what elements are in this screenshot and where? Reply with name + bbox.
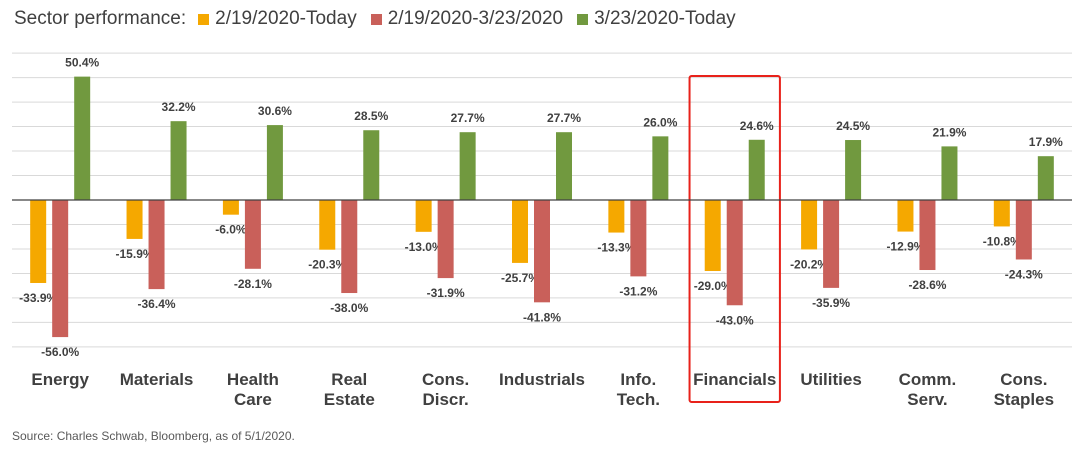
data-label-1-10: -10.8% <box>983 234 1021 248</box>
data-label-1-3: -20.3% <box>308 258 346 272</box>
data-label-2-0: -56.0% <box>41 345 79 359</box>
bar-1-3 <box>319 200 336 250</box>
bar-3-10 <box>1037 156 1054 200</box>
bar-2-3 <box>341 200 358 294</box>
data-label-3-9: 21.9% <box>932 125 966 139</box>
bar-1-1 <box>126 200 143 239</box>
data-label-2-9: -28.6% <box>908 278 946 292</box>
bar-chart: -33.9% -56.0% 50.4% Energy -15.9% -36.4% 32.2%… <box>12 52 1072 409</box>
legend-swatch-series-3 <box>577 13 589 25</box>
bar-1-0 <box>30 200 47 283</box>
data-label-3-8: 24.5% <box>836 119 870 133</box>
bar-2-7 <box>726 200 743 306</box>
category-label-3-0: Real <box>331 370 367 389</box>
bar-2-0 <box>52 200 69 338</box>
data-label-3-0: 50.4% <box>65 56 99 70</box>
bar-3-4 <box>459 132 476 200</box>
data-label-2-1: -36.4% <box>138 297 176 311</box>
category-label-2-1: Care <box>234 390 272 409</box>
bar-1-2 <box>222 200 239 215</box>
category-label-4-0: Cons. <box>422 370 469 389</box>
bar-2-4 <box>437 200 454 279</box>
data-label-2-8: -35.9% <box>812 296 850 310</box>
legend-label-series-3: 3/23/2020-Today <box>594 8 736 29</box>
bar-1-9 <box>897 200 914 232</box>
bar-3-1 <box>170 121 187 200</box>
data-label-2-7: -43.0% <box>716 313 754 327</box>
data-label-2-5: -41.8% <box>523 310 561 324</box>
bar-3-8 <box>845 140 862 200</box>
bar-2-2 <box>244 200 261 269</box>
bar-1-10 <box>993 200 1010 227</box>
category-label-7-0: Financials <box>693 370 776 389</box>
bar-1-6 <box>608 200 625 233</box>
bar-3-2 <box>266 125 283 200</box>
bar-1-8 <box>801 200 818 250</box>
data-label-1-0: -33.9% <box>19 291 57 305</box>
category-label-10-1: Staples <box>994 390 1054 409</box>
bar-2-6 <box>630 200 647 277</box>
category-label-9-0: Comm. <box>899 370 957 389</box>
data-label-3-4: 27.7% <box>451 111 485 125</box>
chart-legend: Sector performance: 2/19/2020-Today 2/19… <box>14 6 750 32</box>
data-label-3-5: 27.7% <box>547 111 581 125</box>
category-label-2-0: Health <box>227 370 279 389</box>
data-label-1-9: -12.9% <box>886 240 924 254</box>
data-label-1-1: -15.9% <box>116 247 154 261</box>
category-label-1-0: Materials <box>120 370 194 389</box>
bar-2-1 <box>148 200 165 290</box>
bar-2-10 <box>1015 200 1032 260</box>
category-label-0-0: Energy <box>31 370 89 389</box>
chart-title: Sector performance: <box>14 8 187 29</box>
data-label-3-6: 26.0% <box>643 115 677 129</box>
category-label-4-1: Discr. <box>422 390 468 409</box>
category-label-9-1: Serv. <box>907 390 947 409</box>
data-label-1-7: -29.0% <box>694 279 732 293</box>
data-label-2-3: -38.0% <box>330 301 368 315</box>
legend-label-series-1: 2/19/2020-Today <box>215 8 357 29</box>
bar-3-5 <box>556 132 572 200</box>
bar-3-7 <box>748 139 765 200</box>
bar-3-0 <box>74 76 91 200</box>
data-label-3-7: 24.6% <box>740 119 774 133</box>
bar-1-7 <box>704 200 721 271</box>
legend-item-series-3: 3/23/2020-Today <box>577 8 736 30</box>
data-label-2-6: -31.2% <box>619 284 657 298</box>
data-label-3-10: 17.9% <box>1029 135 1063 149</box>
legend-swatch-series-2 <box>370 13 382 25</box>
legend-item-series-2: 2/19/2020-3/23/2020 <box>370 8 564 30</box>
data-label-2-10: -24.3% <box>1005 267 1043 281</box>
legend-swatch-series-1 <box>198 13 210 25</box>
category-label-6-1: Tech. <box>617 390 660 409</box>
bar-2-9 <box>919 200 936 271</box>
bar-2-5 <box>534 200 550 303</box>
data-label-3-3: 28.5% <box>354 109 388 123</box>
category-label-3-1: Estate <box>324 390 375 409</box>
category-label-5-0: Industrials <box>499 370 585 389</box>
source-note: Source: Charles Schwab, Bloomberg, as of… <box>12 429 295 443</box>
category-label-6-0: Info. <box>620 370 656 389</box>
data-label-1-6: -13.3% <box>597 241 635 255</box>
data-label-2-2: -28.1% <box>234 277 272 291</box>
bar-2-8 <box>823 200 840 288</box>
bar-1-5 <box>512 200 528 263</box>
data-label-1-8: -20.2% <box>790 257 828 271</box>
legend-item-series-1: 2/19/2020-Today <box>198 8 357 30</box>
category-label-8-0: Utilities <box>800 370 861 389</box>
data-label-3-2: 30.6% <box>258 104 292 118</box>
bar-1-4 <box>415 200 432 232</box>
data-label-1-2: -6.0% <box>215 223 247 237</box>
data-label-1-4: -13.0% <box>405 240 443 254</box>
data-label-1-5: -25.7% <box>501 271 539 285</box>
legend-label-series-2: 2/19/2020-3/23/2020 <box>387 8 564 29</box>
bar-3-6 <box>652 136 669 200</box>
category-label-10-0: Cons. <box>1000 370 1047 389</box>
data-label-3-1: 32.2% <box>162 100 196 114</box>
data-label-2-4: -31.9% <box>427 286 465 300</box>
highlight-box <box>688 75 781 403</box>
bar-3-9 <box>941 146 958 200</box>
bar-3-3 <box>363 130 380 200</box>
